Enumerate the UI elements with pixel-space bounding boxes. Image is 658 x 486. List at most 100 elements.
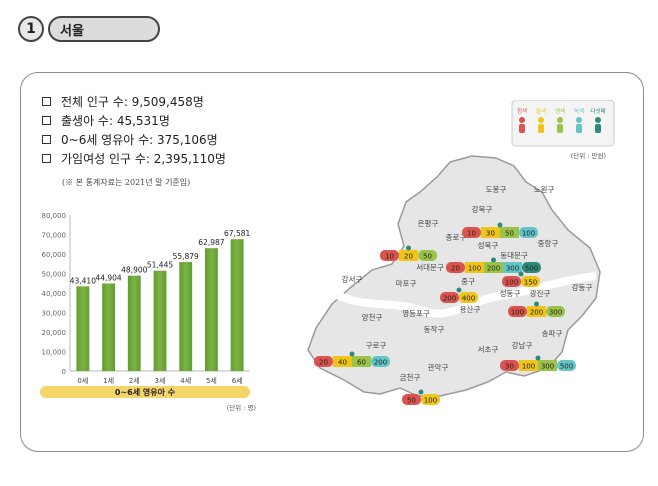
location-pin-icon bbox=[534, 301, 539, 307]
rate-segment-label: 300 bbox=[506, 265, 519, 273]
rate-segment-label: 100 bbox=[511, 309, 524, 317]
rate-bar: 20 100 200 300 500 bbox=[446, 257, 541, 273]
rate-segment bbox=[465, 262, 484, 273]
rate-bar: 100 150 bbox=[502, 271, 540, 287]
rate-segment bbox=[500, 360, 519, 371]
rate-bar: 10 30 50 100 bbox=[462, 222, 538, 238]
person-icon bbox=[538, 117, 544, 123]
rate-segment bbox=[481, 227, 500, 238]
x-tick-label: 0세 bbox=[77, 376, 88, 385]
stat-births: 출생아 수: 45,531명 bbox=[42, 111, 226, 130]
rate-bar: 50 100 bbox=[402, 389, 440, 405]
district-label: 관악구 bbox=[428, 362, 449, 372]
bar bbox=[153, 270, 167, 371]
y-tick-label: 80,000 bbox=[42, 212, 67, 220]
bar bbox=[127, 275, 141, 371]
x-tick-label: 5세 bbox=[206, 376, 217, 385]
rate-segment-label: 50 bbox=[505, 230, 514, 238]
legend-box bbox=[511, 100, 615, 147]
rate-bar: 30 100 300 500 bbox=[500, 355, 576, 371]
y-tick-label: 20,000 bbox=[42, 329, 67, 337]
seoul-outline bbox=[307, 155, 601, 397]
rate-segment bbox=[503, 262, 522, 273]
legend-level-label: 녹색 bbox=[574, 107, 584, 115]
xlabel-banner bbox=[40, 386, 250, 398]
rate-segment-label: 20 bbox=[451, 265, 460, 273]
bar-value-label: 48,900 bbox=[121, 266, 147, 275]
y-tick-label: 10,000 bbox=[42, 349, 67, 357]
legend-level-label: 들색 bbox=[536, 107, 546, 115]
x-tick-label: 1세 bbox=[103, 376, 114, 385]
legend-level-label: 다섯째 bbox=[590, 107, 605, 115]
y-tick-label: 50,000 bbox=[42, 271, 67, 279]
rate-segment bbox=[371, 356, 390, 367]
district-label: 강동구 bbox=[572, 282, 593, 292]
rate-segment bbox=[333, 356, 352, 367]
rate-segment-label: 100 bbox=[424, 397, 437, 405]
rate-segment-label: 50 bbox=[407, 397, 416, 405]
district-label: 강북구 bbox=[472, 204, 493, 214]
bar-value-label: 44,904 bbox=[95, 273, 121, 282]
checkbox-icon bbox=[42, 116, 51, 125]
rate-segment bbox=[459, 292, 478, 303]
rate-segment-label: 300 bbox=[549, 309, 562, 317]
bar bbox=[205, 248, 218, 371]
district-label: 광진구 bbox=[530, 288, 551, 298]
rate-segment bbox=[440, 292, 459, 303]
infant-bar-chart: 0 10,000 20,000 30,000 40,000 50,000 60,000 70,… bbox=[40, 212, 256, 412]
rate-segment-label: 10 bbox=[467, 230, 476, 238]
district-label: 강남구 bbox=[512, 340, 533, 350]
rate-segment bbox=[352, 356, 371, 367]
rate-segment bbox=[500, 227, 519, 238]
rate-segment-label: 50 bbox=[423, 253, 432, 261]
district-label: 동대문구 bbox=[500, 251, 528, 260]
district-label: 성동구 bbox=[500, 289, 521, 298]
location-pin-icon bbox=[518, 271, 524, 277]
rate-segment bbox=[546, 306, 565, 317]
rate-segment-label: 200 bbox=[487, 265, 500, 273]
rate-segment-label: 150 bbox=[524, 279, 537, 287]
person-icon bbox=[576, 117, 582, 123]
person-body-icon bbox=[538, 124, 544, 133]
rate-segment-label: 400 bbox=[462, 295, 475, 303]
district-label: 동작구 bbox=[424, 324, 445, 334]
person-icon bbox=[519, 117, 525, 123]
district-label: 서초구 bbox=[478, 345, 499, 354]
person-body-icon bbox=[595, 124, 601, 133]
district-label: 종로구 bbox=[446, 233, 467, 242]
location-pin-icon bbox=[406, 245, 411, 251]
location-pin-icon bbox=[535, 355, 541, 361]
location-pin-icon bbox=[456, 287, 462, 293]
info-card bbox=[20, 72, 644, 452]
person-body-icon bbox=[557, 124, 563, 133]
y-tick-label: 30,000 bbox=[42, 310, 67, 318]
stats-note: (※ 본 통계자료는 2021년 말 기준임) bbox=[62, 178, 191, 187]
district-label: 양천구 bbox=[362, 312, 383, 322]
checkbox-icon bbox=[42, 97, 51, 106]
rate-bar: 100 200 300 bbox=[508, 301, 565, 317]
rate-bar: 10 20 50 bbox=[380, 245, 437, 261]
person-icon bbox=[595, 117, 601, 123]
rate-segment bbox=[402, 394, 421, 405]
rate-segment bbox=[557, 360, 576, 371]
rate-bar: 20 40 60 200 bbox=[314, 351, 390, 367]
rate-segment-label: 500 bbox=[525, 265, 538, 273]
stats-list: 전체 인구 수: 9,509,458명 출생아 수: 45,531명 0~6세 … bbox=[42, 92, 226, 168]
rate-segment-label: 300 bbox=[541, 363, 554, 371]
legend-level-label: 청색 bbox=[517, 107, 527, 115]
rate-segment bbox=[418, 250, 437, 261]
rate-segment bbox=[462, 227, 481, 238]
stat-infants: 0~6세 영유아 수: 375,106명 bbox=[42, 130, 226, 149]
x-tick-label: 6세 bbox=[232, 376, 243, 385]
district-label: 영등포구 bbox=[402, 308, 430, 318]
rate-segment-label: 30 bbox=[486, 230, 495, 238]
rate-segment-label: 200 bbox=[530, 309, 543, 317]
rate-segment-label: 100 bbox=[468, 265, 481, 273]
x-tick-label: 3세 bbox=[155, 376, 166, 385]
person-icon bbox=[557, 117, 563, 123]
district-label: 성북구 bbox=[478, 241, 499, 250]
rate-segment-label: 20 bbox=[319, 359, 328, 367]
bar bbox=[179, 262, 193, 371]
district-label: 강서구 bbox=[342, 274, 363, 284]
